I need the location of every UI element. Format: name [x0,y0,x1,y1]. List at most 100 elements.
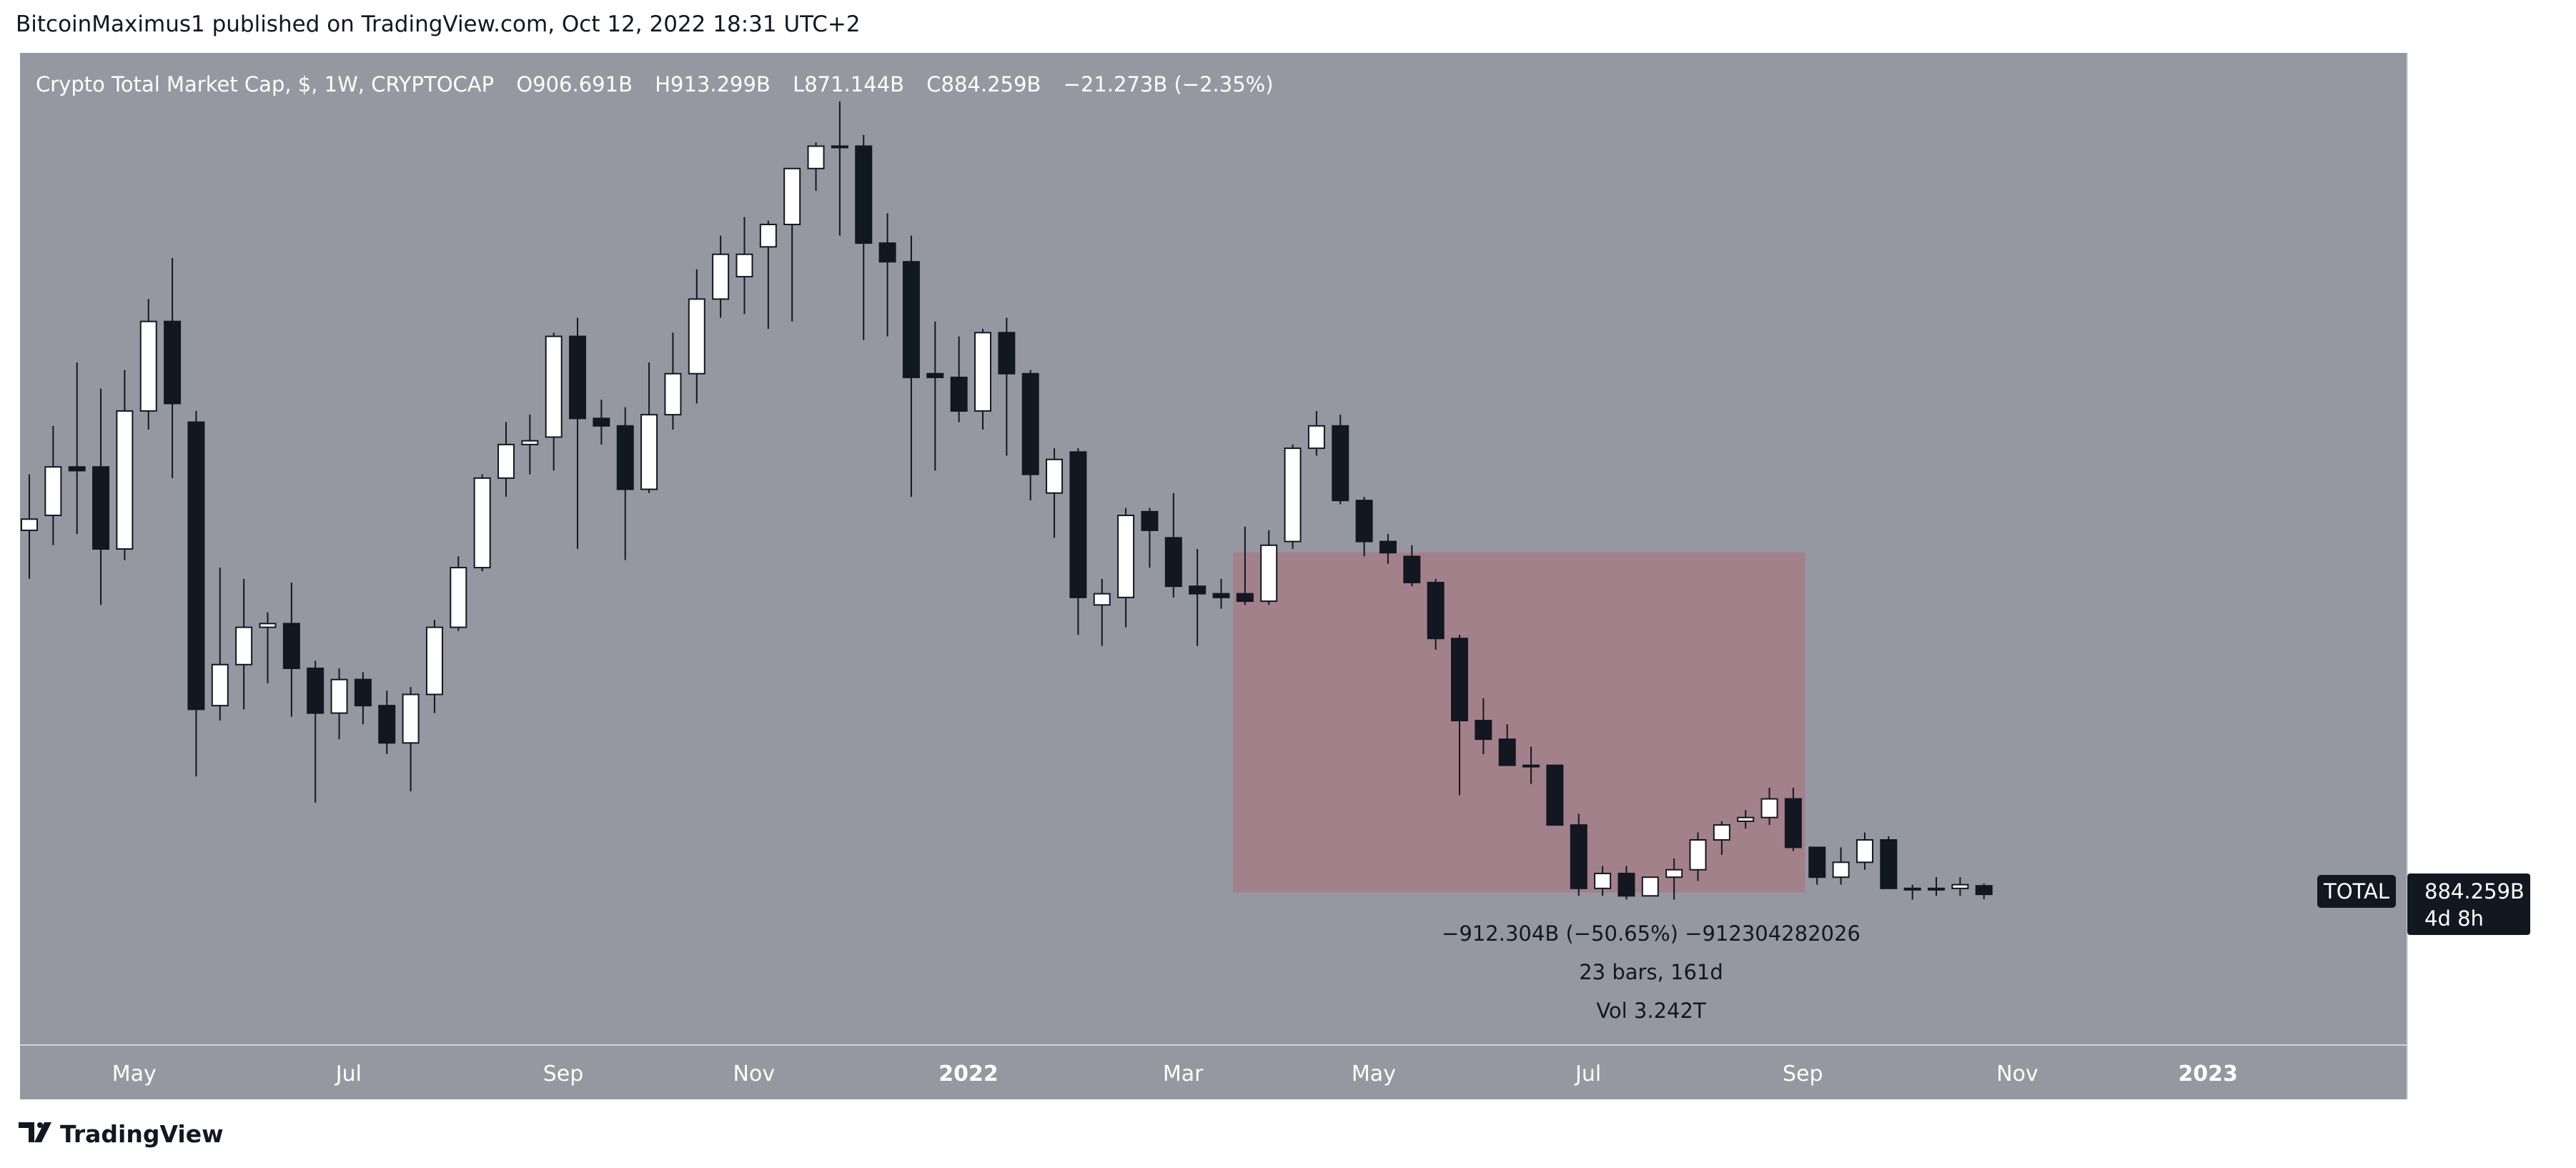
measure-zone[interactable] [1233,552,1805,893]
candle-body-up[interactable] [688,298,705,375]
price-tick-label: 3T [2429,93,2454,117]
measure-bars-label: 23 bars, 161d [1579,960,1723,984]
candle-body-up[interactable] [1928,887,1945,891]
candle-body-down[interactable] [926,372,944,378]
candle-body-up[interactable] [1093,593,1111,606]
candle-body-up[interactable] [1689,839,1707,871]
candle-body-down[interactable] [1451,638,1468,722]
candle-body-down[interactable] [68,466,86,472]
candle-body-up[interactable] [1307,425,1325,450]
candle-body-up[interactable] [21,518,38,531]
candle-body-up[interactable] [1284,447,1302,543]
candle-body-down[interactable] [1332,425,1349,502]
candle-body-down[interactable] [1164,537,1182,588]
candle-body-down[interactable] [902,261,920,378]
candle-body-down[interactable] [616,425,634,490]
candle-body-down[interactable] [1975,885,1993,896]
candle-body-down[interactable] [1427,581,1445,640]
candle-body-down[interactable] [1021,372,1039,475]
candle-body-down[interactable] [1808,846,1826,879]
candle-body-up[interactable] [1713,824,1730,841]
candle-body-down[interactable] [378,705,396,744]
candle-body-up[interactable] [1832,861,1850,879]
low-label: L [793,72,804,96]
candle-body-up[interactable] [1641,876,1659,897]
candle-body-down[interactable] [569,335,587,420]
candle-body-down[interactable] [282,623,300,669]
candle-body-down[interactable] [92,466,110,550]
candle-body-down[interactable] [1236,593,1254,603]
candle-body-up[interactable] [116,410,134,550]
candle-body-up[interactable] [807,145,825,169]
candle-body-up[interactable] [330,678,348,714]
chart-background[interactable] [20,53,2407,1099]
candle-body-up[interactable] [1856,839,1873,863]
candle-body-up[interactable] [1046,458,1064,494]
candle-body-up[interactable] [640,414,658,490]
time-tick-label: May [1352,1061,1396,1087]
candle-body-down[interactable] [1880,839,1898,889]
candle-body-up[interactable] [831,145,848,149]
candle-body-up[interactable] [974,332,991,412]
time-tick-label: 2022 [938,1061,999,1087]
candle-body-up[interactable] [712,253,730,300]
candle-body-up[interactable] [759,224,777,248]
candle-body-up[interactable] [402,693,420,744]
candle-body-up[interactable] [1760,798,1778,818]
candle-body-up[interactable] [1117,515,1135,598]
candle-body-up[interactable] [735,253,753,278]
bar-countdown: 4d 8h [2424,906,2484,931]
candle-body-up[interactable] [521,440,539,445]
candle-body-up[interactable] [1522,764,1540,768]
price-tick-label: 600B [2429,988,2482,1012]
candle-body-down[interactable] [1546,764,1564,826]
candle-body-up[interactable] [1665,868,1683,879]
candle-body-down[interactable] [354,678,372,707]
candle-body-down[interactable] [1784,798,1802,848]
candle-body-down[interactable] [1403,555,1421,583]
candle-body-down[interactable] [187,421,205,711]
candle-body-up[interactable] [545,335,563,438]
candle-body-up[interactable] [259,623,277,628]
time-tick-label: May [112,1061,157,1087]
candle-body-up[interactable] [211,663,229,707]
candle-body-up[interactable] [1951,884,1969,889]
candle-body-down[interactable] [307,667,325,714]
candle-body-up[interactable] [473,477,491,569]
price-tick-label: 1.6T [2429,615,2475,640]
candle-body-up[interactable] [425,626,443,696]
candle-body-up[interactable] [1594,872,1612,889]
candle-body-up[interactable] [497,443,515,479]
candle-body-down[interactable] [1212,593,1230,598]
candle-body-up[interactable] [44,466,62,517]
candle-body-down[interactable] [855,145,873,244]
time-axis[interactable]: May Jul Sep Nov 2022 Mar May Jul Sep Nov 2023 [112,1061,2238,1087]
last-price-value: 884.259B [2424,879,2525,904]
candle-body-down[interactable] [593,417,610,427]
candle-body-down[interactable] [1618,872,1635,897]
candle-body-down[interactable] [1355,500,1373,543]
candle-body-down[interactable] [998,332,1016,375]
candle-body-down[interactable] [1069,451,1087,598]
candle-body-down[interactable] [1141,510,1159,531]
candle-body-down[interactable] [1475,720,1492,741]
candle-body-up[interactable] [783,167,801,226]
candle-body-up[interactable] [139,320,157,412]
candle-body-down[interactable] [1189,585,1207,595]
time-tick-label: Sep [1783,1061,1823,1087]
tradingview-brand[interactable]: TradingView [60,1120,224,1148]
candle-body-up[interactable] [450,567,467,628]
candle-body-down[interactable] [164,320,182,405]
candle-body-up[interactable] [1737,816,1755,822]
candle-body-down[interactable] [1379,540,1397,554]
candle-body-up[interactable] [664,372,682,416]
candle-body-up[interactable] [235,626,253,665]
candle-body-down[interactable] [950,376,968,412]
price-axis[interactable]: 3T 2.8T 2.6T 2.4T 2.2T 2T 1.8T 1.6T 1.4T 1.2T 1T 60… [2429,93,2482,1012]
candle-body-down[interactable] [1498,738,1516,766]
candle-body-down[interactable] [878,242,896,263]
candle-body-up[interactable] [1260,544,1278,603]
candle-body-up[interactable] [1903,887,1921,891]
candle-body-down[interactable] [1570,824,1587,889]
